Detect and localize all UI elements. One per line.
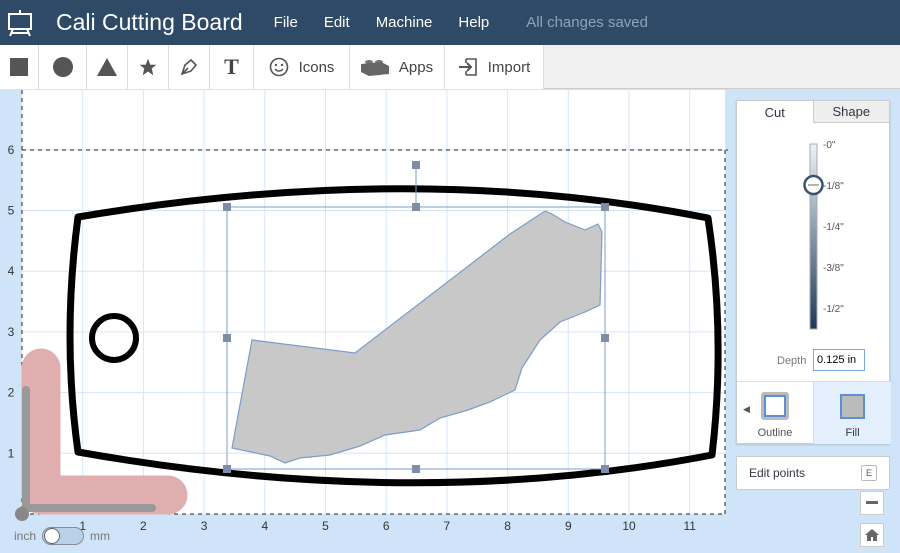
resize-handle[interactable] [223, 465, 231, 473]
california-shape[interactable] [231, 210, 603, 464]
x-tick-label: 9 [565, 519, 572, 533]
star-tool-button[interactable] [128, 45, 169, 89]
x-tick-label: 3 [201, 519, 208, 533]
import-button[interactable]: Import [445, 45, 544, 89]
tab-cut[interactable]: Cut [764, 104, 785, 120]
x-tick-label: 7 [444, 519, 451, 533]
depth-mark-label: -1/4" [823, 222, 844, 233]
y-tick-label: 1 [8, 446, 15, 460]
menu-file[interactable]: File [273, 14, 298, 31]
x-ruler: 1 2 3 4 5 6 7 8 9 10 11 [79, 519, 696, 533]
depth-slider[interactable]: -0" -1/8" -1/4" -3/8" -1/2" [737, 131, 891, 341]
cut-settings-panel: Cut Shape -0" -1/8" -1/4" -3/8" -1/2" Depth … [736, 100, 891, 444]
resize-handle[interactable] [223, 203, 231, 211]
resize-handle[interactable] [412, 161, 420, 169]
resize-handle[interactable] [223, 334, 231, 342]
y-tick-label: 6 [8, 143, 15, 157]
unit-inch-label: inch [14, 529, 37, 543]
icons-label: Icons [298, 58, 335, 76]
edit-points-button[interactable]: Edit points E [736, 456, 890, 490]
depth-mark-label: -3/8" [823, 263, 844, 274]
unit-switch[interactable] [42, 527, 85, 545]
menu-help[interactable]: Help [458, 14, 490, 31]
clamp-area [22, 386, 156, 512]
text-tool-button[interactable]: T [210, 45, 254, 89]
work-area [22, 90, 725, 514]
x-tick-label: 10 [622, 519, 636, 533]
save-status: All changes saved [526, 14, 648, 31]
y-tick-label: 5 [8, 204, 15, 218]
x-tick-label: 5 [322, 519, 329, 533]
menu-machine[interactable]: Machine [375, 14, 433, 31]
x-tick-label: 8 [504, 519, 511, 533]
depth-mark-label: -1/8" [823, 181, 844, 192]
icons-button[interactable]: Icons [254, 45, 350, 89]
resize-handle[interactable] [412, 203, 420, 211]
menu-edit[interactable]: Edit [323, 14, 350, 31]
resize-handle[interactable] [601, 465, 609, 473]
pen-tool-button[interactable] [169, 45, 210, 89]
y-tick-label: 4 [8, 264, 15, 278]
star-icon [139, 58, 157, 76]
shortcut-key: E [861, 465, 877, 481]
hanging-hole-shape[interactable] [89, 313, 139, 363]
text-icon: T [224, 54, 239, 79]
x-tick-label: 2 [140, 519, 147, 533]
resize-handle[interactable] [412, 465, 420, 473]
x-tick-label: 11 [683, 519, 696, 533]
outline-icon [761, 392, 789, 420]
circle-tool-button[interactable] [39, 45, 87, 89]
x-tick-label: 4 [261, 519, 268, 533]
home-icon [865, 529, 879, 541]
clamp-safe-area [21, 348, 188, 515]
tab-shape[interactable]: Shape [812, 101, 889, 123]
x-tick-label: 6 [383, 519, 390, 533]
edit-points-label: Edit points [749, 466, 806, 480]
depth-mark-label: -1/2" [823, 304, 844, 315]
outline-label: Outline [757, 427, 793, 439]
outline-mode-button[interactable]: ◀ Outline [737, 381, 814, 444]
triangle-icon [97, 58, 117, 76]
depth-input[interactable] [813, 349, 865, 371]
toolbar: T Icons Apps Import [0, 45, 900, 89]
unit-mm-label: mm [90, 529, 111, 543]
circle-icon [52, 57, 73, 77]
resize-handle[interactable] [601, 334, 609, 342]
smiley-icon [269, 57, 288, 77]
origin-marker [15, 507, 29, 521]
apps-button[interactable]: Apps [350, 45, 445, 89]
caret-left-icon: ◀ [743, 404, 750, 414]
apps-label: Apps [398, 58, 434, 76]
depth-mark-label: -0" [823, 140, 836, 151]
y-ruler: 1 2 3 4 5 6 [8, 143, 15, 460]
import-icon [458, 58, 477, 76]
minus-icon [866, 501, 878, 504]
x-tick-label: 1 [79, 519, 86, 533]
depth-slider-handle[interactable] [803, 174, 824, 196]
fill-icon [840, 394, 865, 419]
square-icon [10, 58, 28, 76]
fill-label: Fill [845, 427, 860, 439]
top-bar: Cali Cutting Board File Edit Machine Hel… [0, 0, 900, 45]
project-title[interactable]: Cali Cutting Board [56, 9, 243, 35]
easel-logo-icon[interactable] [0, 0, 40, 45]
home-view-button[interactable] [860, 523, 884, 547]
pen-nib-icon [180, 58, 198, 76]
triangle-tool-button[interactable] [87, 45, 128, 89]
zoom-out-button[interactable] [860, 491, 884, 515]
import-label: Import [487, 58, 531, 76]
lego-brick-icon [360, 60, 389, 76]
resize-handle[interactable] [601, 203, 609, 211]
square-tool-button[interactable] [0, 45, 39, 89]
depth-label: Depth [777, 355, 807, 367]
fill-mode-button[interactable]: Fill [814, 381, 891, 444]
depth-slider-track[interactable] [809, 143, 818, 330]
y-tick-label: 3 [8, 325, 15, 339]
board-outline-shape[interactable] [66, 185, 722, 487]
unit-toggle: inch mm [14, 527, 110, 545]
y-tick-label: 2 [8, 386, 15, 400]
